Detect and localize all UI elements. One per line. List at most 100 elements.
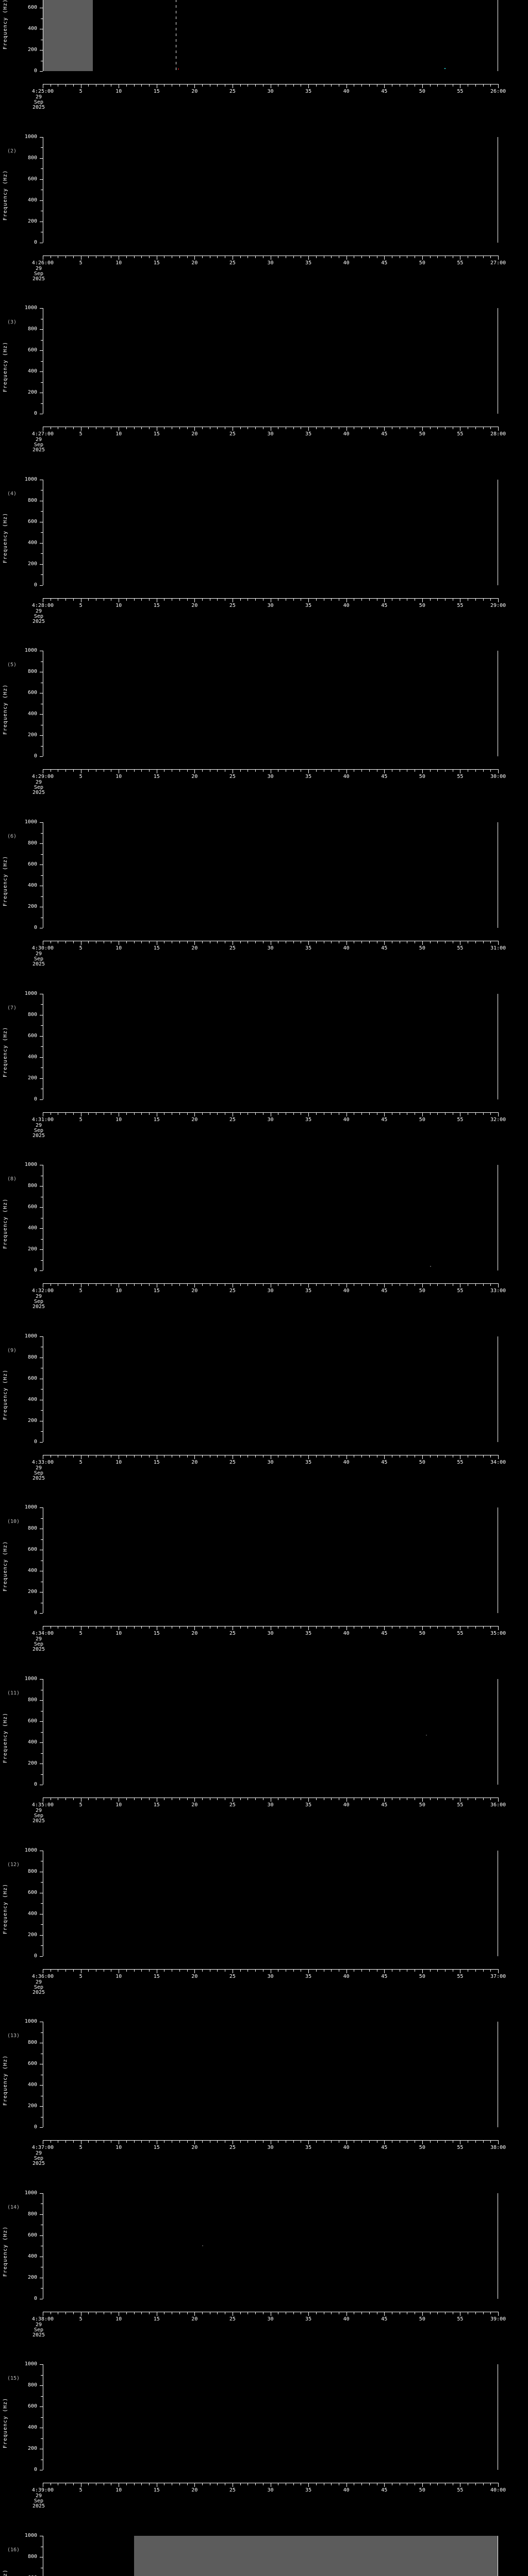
x-axis-end-label: 29:00 <box>490 602 506 608</box>
x-axis-tick-label: 50 <box>419 1631 425 1637</box>
date-line: 29 <box>36 2493 42 2499</box>
x-axis-minor-tick <box>240 1969 241 1972</box>
x-axis-minor-tick <box>430 598 431 601</box>
x-axis-end-label: 36:00 <box>490 1802 506 1808</box>
x-axis-tick-label: 25 <box>229 1116 236 1123</box>
date-line: 2025 <box>32 2503 45 2510</box>
y-axis-tick-label: 200 <box>27 1760 37 1766</box>
x-axis-date-label: 29 Sep 2025 <box>32 266 45 282</box>
y-axis-tick-label: 1000 <box>24 1504 37 1511</box>
x-axis-minor-tick <box>316 941 317 943</box>
y-axis-title: Frequency (Hz) <box>3 170 8 221</box>
x-axis-minor-tick <box>141 1112 142 1115</box>
y-axis-title: Frequency (Hz) <box>3 1540 8 1592</box>
x-axis-minor-tick <box>293 1283 294 1286</box>
x-axis-minor-tick <box>126 1798 127 1800</box>
x-axis-tick-label: 55 <box>457 2487 464 2494</box>
y-axis-tick-label: 400 <box>27 1396 37 1402</box>
x-axis-tick-label: 40 <box>343 89 350 94</box>
x-axis-minor-tick <box>187 255 188 258</box>
panel-index-label: (12) <box>7 1861 20 1868</box>
x-axis-tick-label: 40 <box>343 1631 350 1637</box>
date-line: 29 <box>36 1979 42 1985</box>
x-axis-tick <box>194 941 195 945</box>
x-axis-tick-label: 30 <box>267 774 274 780</box>
x-axis-tick-label: 30 <box>267 945 274 951</box>
y-axis-tick <box>40 1186 43 1187</box>
x-axis-tick-label: 30 <box>267 2316 274 2322</box>
y-axis-tick-label: 0 <box>34 1610 37 1616</box>
x-axis-minor-tick <box>240 427 241 430</box>
x-axis-start-label: 4:34:00 <box>31 1631 54 1637</box>
x-axis-start-label: 4:25:00 <box>31 89 54 94</box>
x-axis-minor-tick <box>179 769 180 772</box>
x-axis-end-label: 40:00 <box>490 2487 506 2494</box>
y-axis-tick-label: 600 <box>27 1889 37 1895</box>
x-axis-minor-tick <box>293 598 294 601</box>
x-axis-minor-tick <box>240 598 241 601</box>
x-axis-minor-tick <box>361 1969 362 1972</box>
x-axis-minor-tick <box>65 2140 67 2143</box>
x-axis-minor-tick <box>490 2311 491 2314</box>
y-axis-title: Frequency (Hz) <box>3 513 8 564</box>
x-axis-minor-tick <box>202 1112 203 1115</box>
date-line: 2025 <box>32 2332 45 2338</box>
x-axis-minor-tick <box>134 1626 135 1629</box>
y-axis-tick-label: 200 <box>27 218 37 224</box>
x-axis-minor-tick <box>331 2483 332 2486</box>
y-axis-tick-label: 800 <box>27 155 37 161</box>
y-axis-minor-tick <box>41 403 43 404</box>
x-axis-tick-label: 45 <box>381 1116 388 1123</box>
panel-index-label: (13) <box>7 2033 20 2039</box>
x-axis-minor-tick <box>187 598 188 601</box>
date-line: 29 <box>36 951 42 957</box>
y-axis-tick-label: 1000 <box>24 133 37 140</box>
x-axis-minor-tick <box>126 941 127 943</box>
x-axis-tick-label: 30 <box>267 1631 274 1637</box>
x-axis-tick-label: 55 <box>457 1459 464 1465</box>
x-axis-minor-tick <box>475 2140 476 2143</box>
x-axis-tick-label: 10 <box>116 1631 122 1637</box>
x-axis-tick <box>346 1454 347 1459</box>
x-axis-end-label: 28:00 <box>490 431 506 437</box>
x-axis-minor-tick <box>141 1283 142 1286</box>
x-axis-minor-tick <box>293 255 294 258</box>
x-axis-tick-label: 25 <box>229 945 236 951</box>
x-axis-minor-tick <box>293 1626 294 1629</box>
panel-index-label: (3) <box>7 319 17 326</box>
x-axis-tick <box>194 84 195 88</box>
spectrogram-panel: 1000 800 600 400 200 0 Frequency (Hz) (12) 4:36:… <box>0 1848 528 2022</box>
x-axis-tick-label: 45 <box>381 260 388 266</box>
x-axis-tick-label: 55 <box>457 602 464 608</box>
x-axis-minor-tick <box>430 1454 431 1458</box>
x-axis-minor-tick <box>490 84 491 87</box>
date-line: 2025 <box>32 618 45 624</box>
date-line: Sep <box>34 1984 44 1990</box>
x-axis-minor-tick <box>437 427 438 430</box>
x-axis-tick-label: 5 <box>79 1631 82 1637</box>
y-axis-title: Frequency (Hz) <box>3 1369 8 1420</box>
x-axis-tick-label: 30 <box>267 431 274 437</box>
x-axis-tick <box>384 941 385 945</box>
spectrogram-panel: 1000 800 600 400 200 0 Frequency (Hz) (4) 4:28:0… <box>0 477 528 651</box>
y-axis-tick-label: 400 <box>27 711 37 717</box>
x-axis-start-label: 4:31:00 <box>31 1116 54 1123</box>
x-axis-minor-tick <box>179 2311 180 2314</box>
x-axis-minor-tick <box>217 1112 218 1115</box>
x-axis-minor-tick <box>141 2483 142 2486</box>
x-axis-minor-tick <box>65 2483 67 2486</box>
x-axis-minor-tick <box>255 1112 256 1115</box>
y-axis-tick-label: 800 <box>27 840 37 846</box>
y-axis-tick-label: 200 <box>27 1246 37 1252</box>
x-axis-tick-label: 50 <box>419 602 425 608</box>
x-axis-minor-tick <box>444 255 446 258</box>
x-axis-tick <box>194 598 195 602</box>
x-axis-tick-label: 55 <box>457 1802 464 1808</box>
x-axis-minor-tick <box>316 1283 317 1286</box>
x-axis-minor-tick <box>65 1798 67 1800</box>
panel-index-label: (5) <box>7 662 17 668</box>
x-axis-minor-tick <box>331 255 332 258</box>
x-axis-minor-tick <box>437 769 438 772</box>
y-axis-tick-label: 400 <box>27 1225 37 1231</box>
plot-area: 1000 800 600 400 200 0 <box>25 820 498 930</box>
